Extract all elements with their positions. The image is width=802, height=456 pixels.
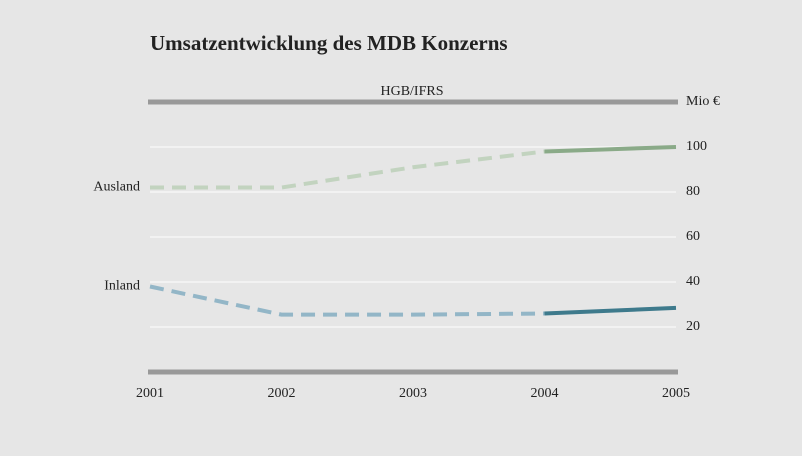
y-tick-label: 80 [686,184,700,199]
y-tick-label: Mio € [686,94,720,109]
y-tick-label: 40 [686,274,700,289]
series-label: Ausland [93,180,140,195]
line-solid [544,305,677,316]
x-tick-label: 2002 [268,386,296,401]
x-tick-label: 2005 [662,386,690,401]
line-solid [544,145,677,154]
line-dashed [149,284,545,317]
annotation: HGB/IFRS [380,84,443,99]
x-tick-label: 2001 [136,386,164,401]
y-tick-label: 100 [686,139,707,154]
y-tick-label: 60 [686,229,700,244]
chart-title: Umsatzentwicklung des MDB Konzerns [150,31,508,55]
x-tick-label: 2004 [531,386,559,401]
x-tick-label: 2003 [399,386,427,401]
series-label: Inland [104,279,140,294]
y-tick-label: 20 [686,319,700,334]
line-dashed [150,149,545,190]
